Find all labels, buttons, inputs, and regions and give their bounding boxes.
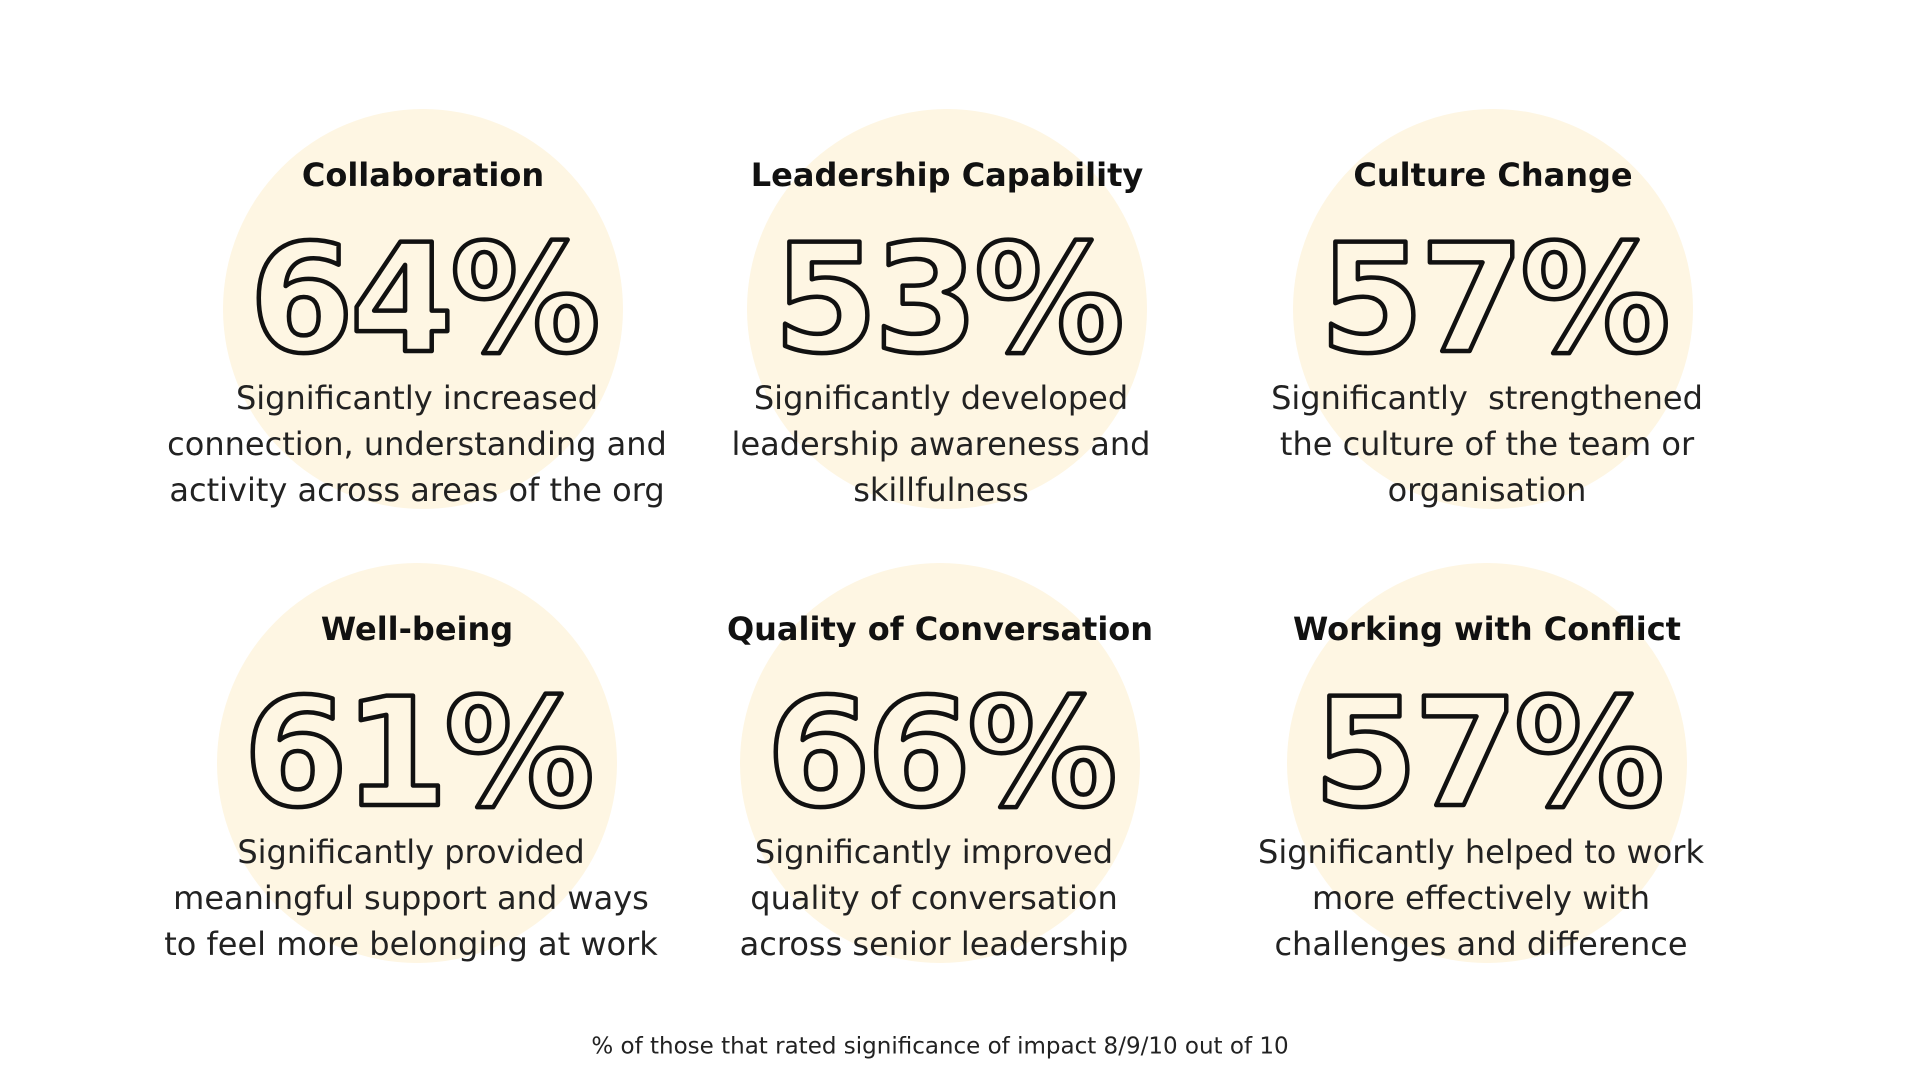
card-circle	[217, 563, 617, 963]
card-value: 57%	[1319, 213, 1666, 387]
card-description: skillfulness	[853, 471, 1029, 509]
card-circle	[740, 563, 1140, 963]
card-title: Working with Conflict	[1293, 610, 1681, 648]
card-description: quality of conversation	[750, 879, 1117, 917]
card-value: 66%	[766, 667, 1113, 841]
card-description: Significantly developed	[754, 379, 1128, 417]
card-description: Significantly strengthened	[1271, 379, 1703, 417]
footnote: % of those that rated significance of im…	[591, 1034, 1288, 1060]
card-description: Significantly improved	[755, 833, 1113, 871]
card-description: activity across areas of the org	[169, 471, 664, 509]
card-value: 57%	[1313, 667, 1660, 841]
card-description: across senior leadership	[740, 925, 1129, 963]
card-circle	[1287, 563, 1687, 963]
card-description: challenges and difference	[1274, 925, 1687, 963]
card-circle	[1293, 109, 1693, 509]
card-value: 53%	[773, 213, 1120, 387]
card-description: connection, understanding and	[167, 425, 667, 463]
card-description: leadership awareness and	[732, 425, 1151, 463]
card-circle	[747, 109, 1147, 509]
card-circle	[223, 109, 623, 509]
card-value: 64%	[249, 213, 596, 387]
card-title: Collaboration	[302, 156, 544, 194]
card-title: Leadership Capability	[751, 156, 1144, 194]
card-description: Significantly increased	[236, 379, 598, 417]
card-description: the culture of the team or	[1280, 425, 1695, 463]
card-description: organisation	[1388, 471, 1587, 509]
card-description: Significantly provided	[237, 833, 584, 871]
card-description: Significantly helped to work	[1258, 833, 1704, 871]
card-title: Well-being	[321, 610, 513, 648]
card-value: 61%	[243, 667, 590, 841]
card-description: to feel more belonging at work	[164, 925, 658, 963]
card-title: Culture Change	[1353, 156, 1632, 194]
card-description: more effectively with	[1312, 879, 1650, 917]
card-description: meaningful support and ways	[173, 879, 649, 917]
card-title: Quality of Conversation	[727, 610, 1153, 648]
